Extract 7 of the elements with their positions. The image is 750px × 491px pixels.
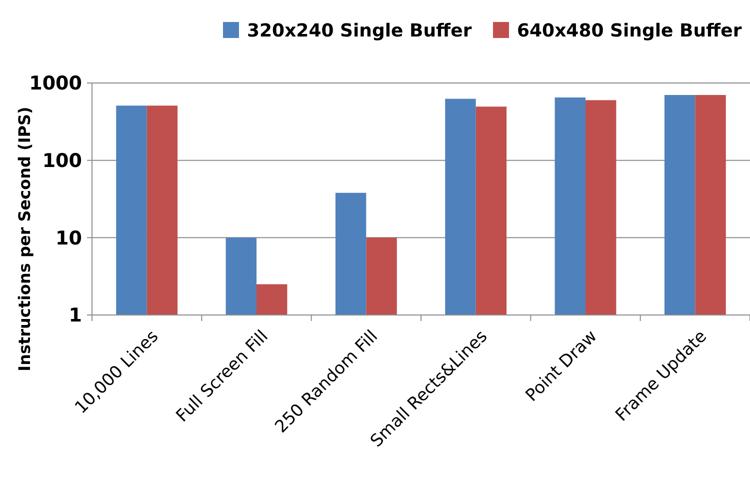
y-tick-label: 10: [56, 227, 82, 250]
y-axis-title: Instructions per Second (IPS): [15, 106, 34, 372]
y-tick-label: 1000: [29, 72, 82, 95]
y-tick-label: 1: [68, 304, 82, 327]
y-tick-label: 100: [42, 150, 82, 172]
legend-label: 320x240 Single Buffer: [247, 20, 472, 42]
legend-label: 640x480 Single Buffer: [517, 20, 742, 42]
